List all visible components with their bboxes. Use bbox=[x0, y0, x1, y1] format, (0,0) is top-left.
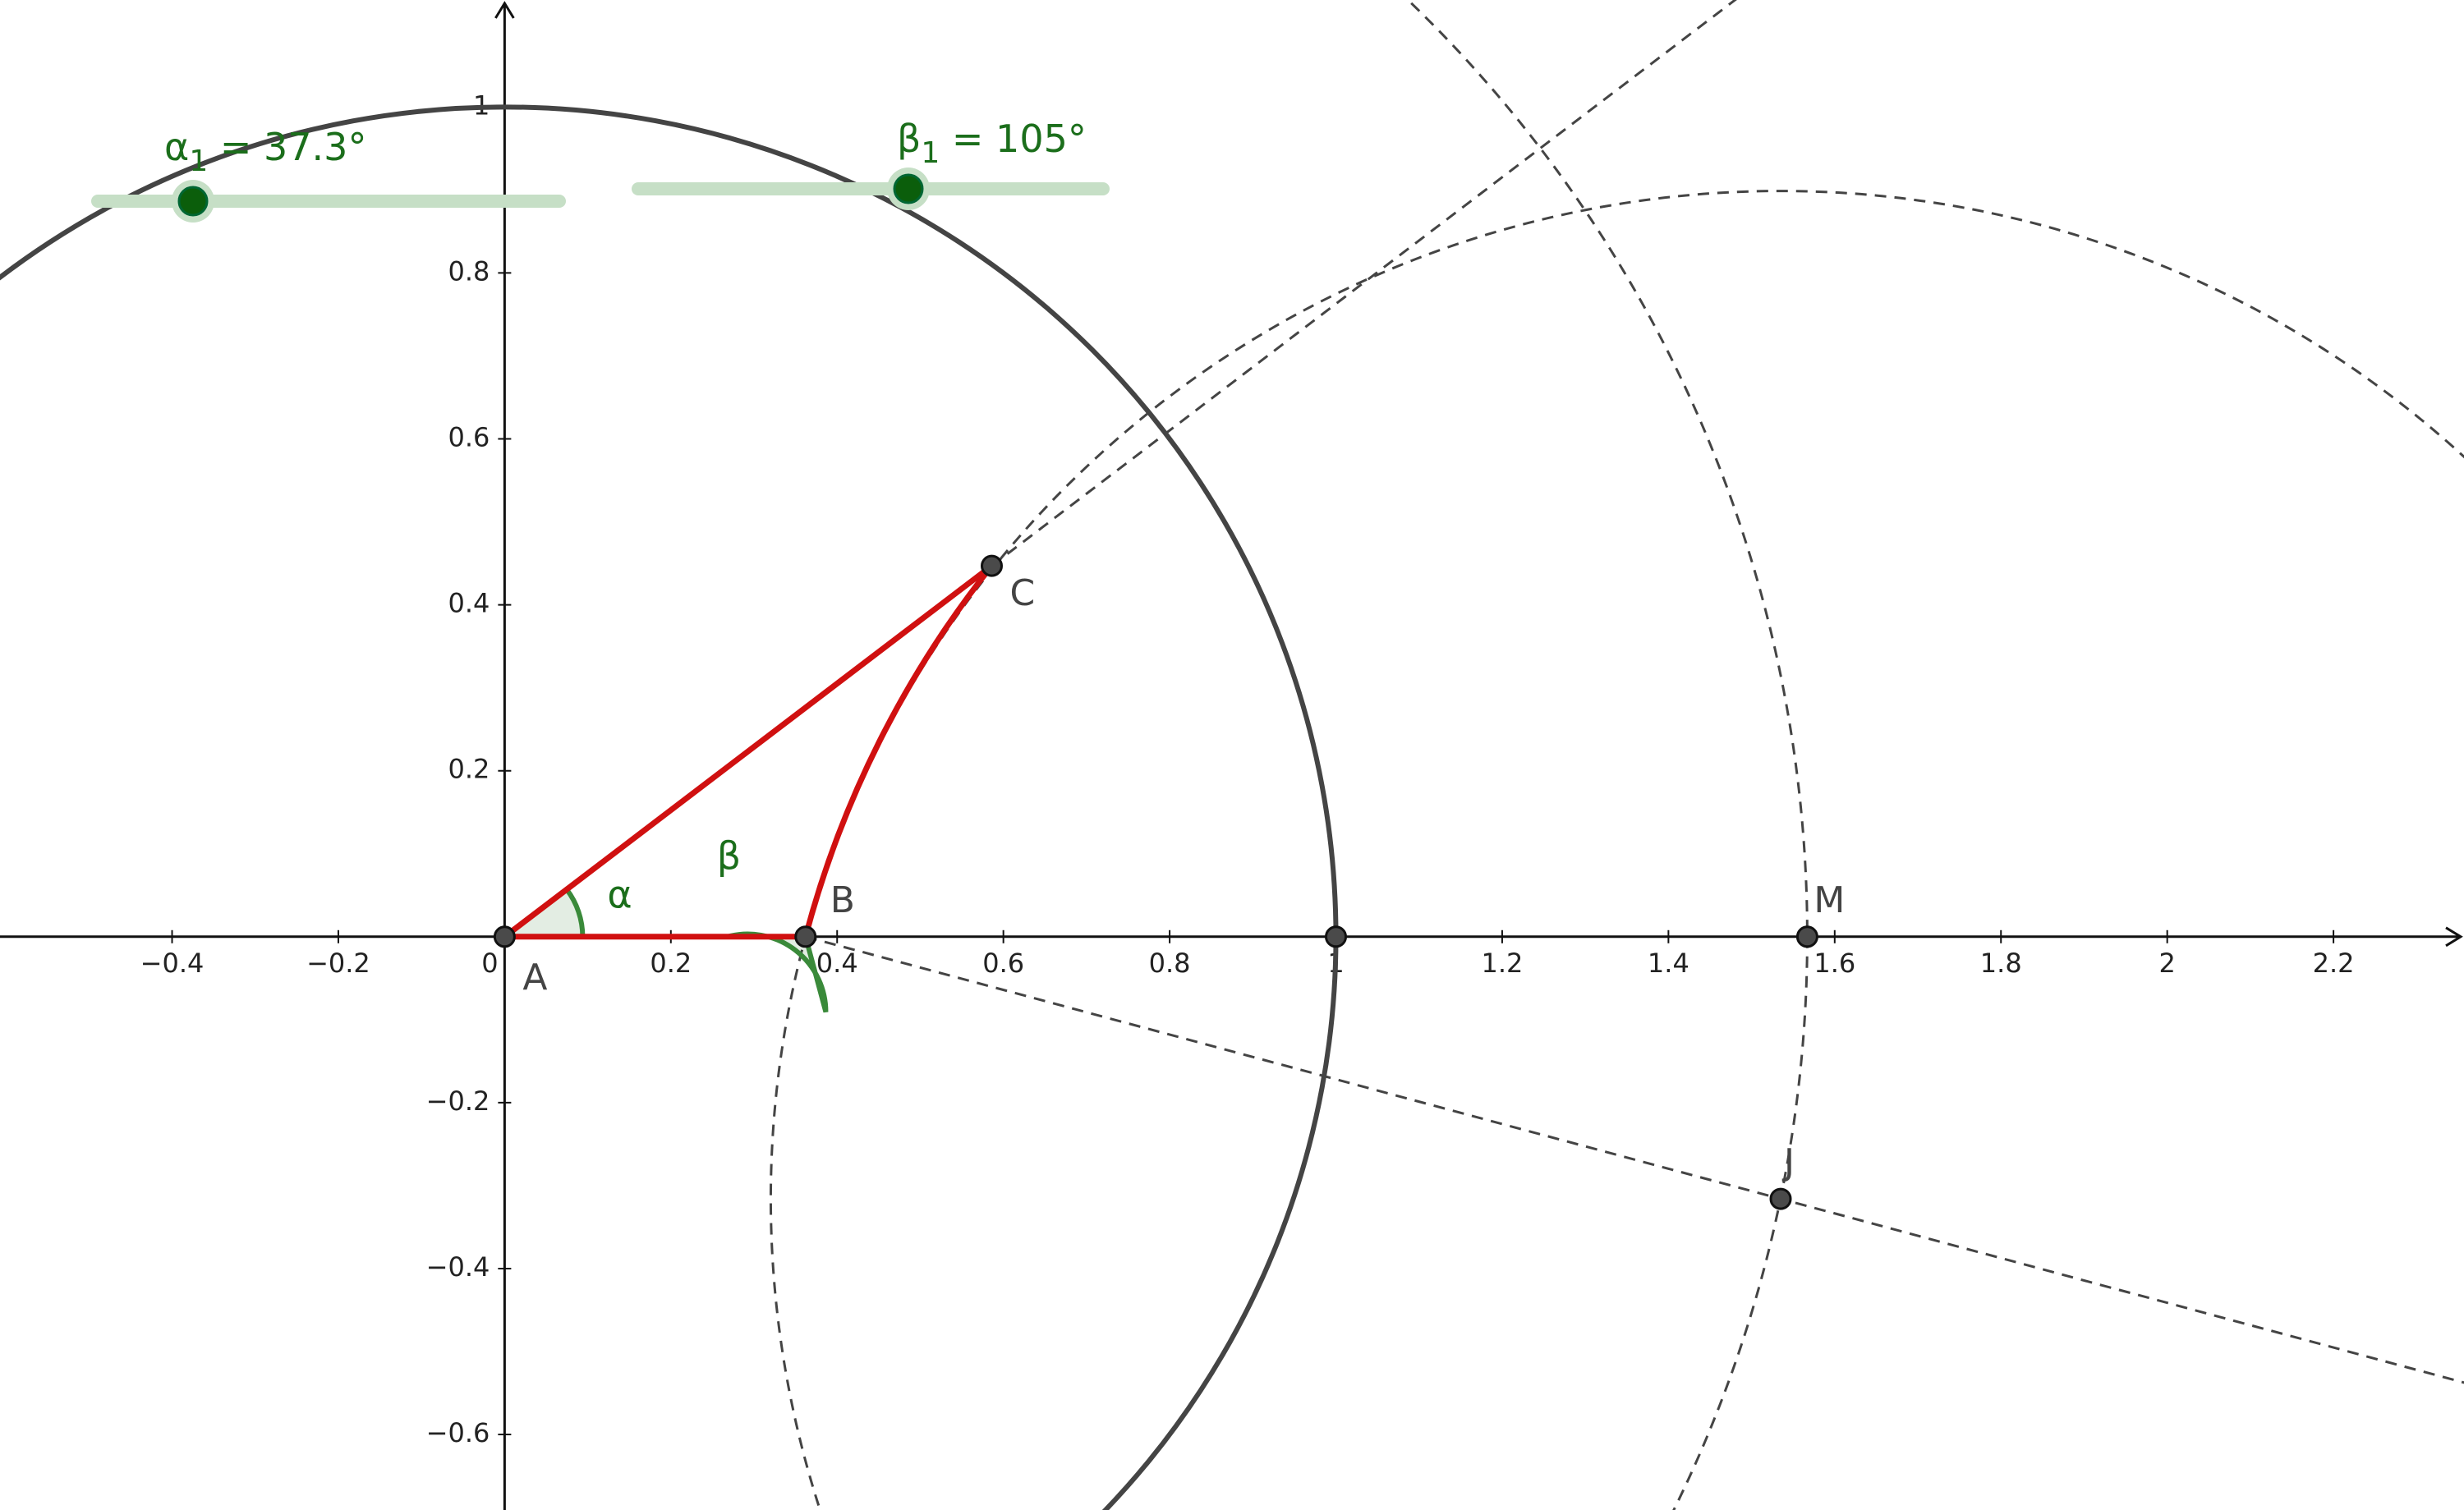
angle-label: α bbox=[607, 872, 632, 916]
slider-knob[interactable] bbox=[893, 173, 924, 204]
point bbox=[1769, 1187, 1792, 1210]
y-tick-label: −0.2 bbox=[426, 1085, 490, 1117]
dashed-circle bbox=[770, 190, 2464, 1510]
x-tick-label: −0.2 bbox=[306, 948, 370, 979]
arc-bc bbox=[802, 562, 995, 940]
x-tick-label: 2.2 bbox=[2313, 948, 2355, 979]
slider-label: β1 = 105° bbox=[897, 117, 1087, 171]
x-tick-label: 0.6 bbox=[982, 948, 1024, 979]
point-label: A bbox=[522, 957, 547, 998]
point bbox=[493, 925, 516, 948]
slider-label: α1 = 37.3° bbox=[164, 125, 366, 179]
x-tick-label: 1.8 bbox=[1980, 948, 2022, 979]
x-tick-label: 0.2 bbox=[650, 948, 692, 979]
x-tick-label: 2 bbox=[2158, 948, 2175, 979]
slider-alpha[interactable]: α1 = 37.3° bbox=[91, 125, 566, 223]
x-tick-label: −0.4 bbox=[140, 948, 205, 979]
y-tick-label: −0.4 bbox=[426, 1251, 490, 1283]
slider-sub: 1 bbox=[921, 136, 940, 170]
point bbox=[980, 554, 1003, 577]
slider-beta[interactable]: β1 = 105° bbox=[632, 117, 1110, 211]
point bbox=[794, 925, 817, 948]
y-axis bbox=[494, 1, 515, 1510]
point-label: M bbox=[1814, 879, 1845, 921]
slider-value: = 37.3° bbox=[208, 125, 366, 169]
point-label: J bbox=[1781, 1141, 1795, 1183]
segment-ac bbox=[501, 562, 995, 940]
dashed-line bbox=[805, 935, 2464, 1384]
angle-label: β bbox=[717, 833, 741, 878]
y-tick-label: 0.6 bbox=[448, 422, 490, 453]
point-label: C bbox=[1009, 572, 1035, 614]
unit-circle bbox=[0, 104, 1339, 1510]
y-tick-label: 0.8 bbox=[448, 255, 490, 287]
x-tick-label: 0.8 bbox=[1149, 948, 1191, 979]
x-tick-label: 0.4 bbox=[816, 948, 858, 979]
y-tick-label: 0.2 bbox=[448, 754, 490, 785]
slider-sub: 1 bbox=[189, 145, 208, 178]
slider-name: α bbox=[164, 125, 189, 169]
slider-value: = 105° bbox=[940, 117, 1087, 161]
slider-name: β bbox=[897, 117, 921, 161]
slider-knob[interactable] bbox=[177, 186, 209, 217]
point bbox=[1795, 925, 1818, 948]
x-tick-label: 1.4 bbox=[1648, 948, 1689, 979]
point bbox=[1325, 925, 1348, 948]
point-label: B bbox=[830, 879, 855, 921]
x-tick-label: 1.2 bbox=[1482, 948, 1524, 979]
y-tick-label: 0.4 bbox=[448, 588, 490, 619]
x-tick-label: 1.6 bbox=[1814, 948, 1855, 979]
y-tick-label: −0.6 bbox=[426, 1417, 490, 1448]
x-tick-label: 0 bbox=[481, 948, 498, 979]
dashed-circle bbox=[1405, 0, 1809, 1510]
x-axis bbox=[0, 926, 2463, 948]
dashed-line bbox=[991, 0, 1737, 567]
